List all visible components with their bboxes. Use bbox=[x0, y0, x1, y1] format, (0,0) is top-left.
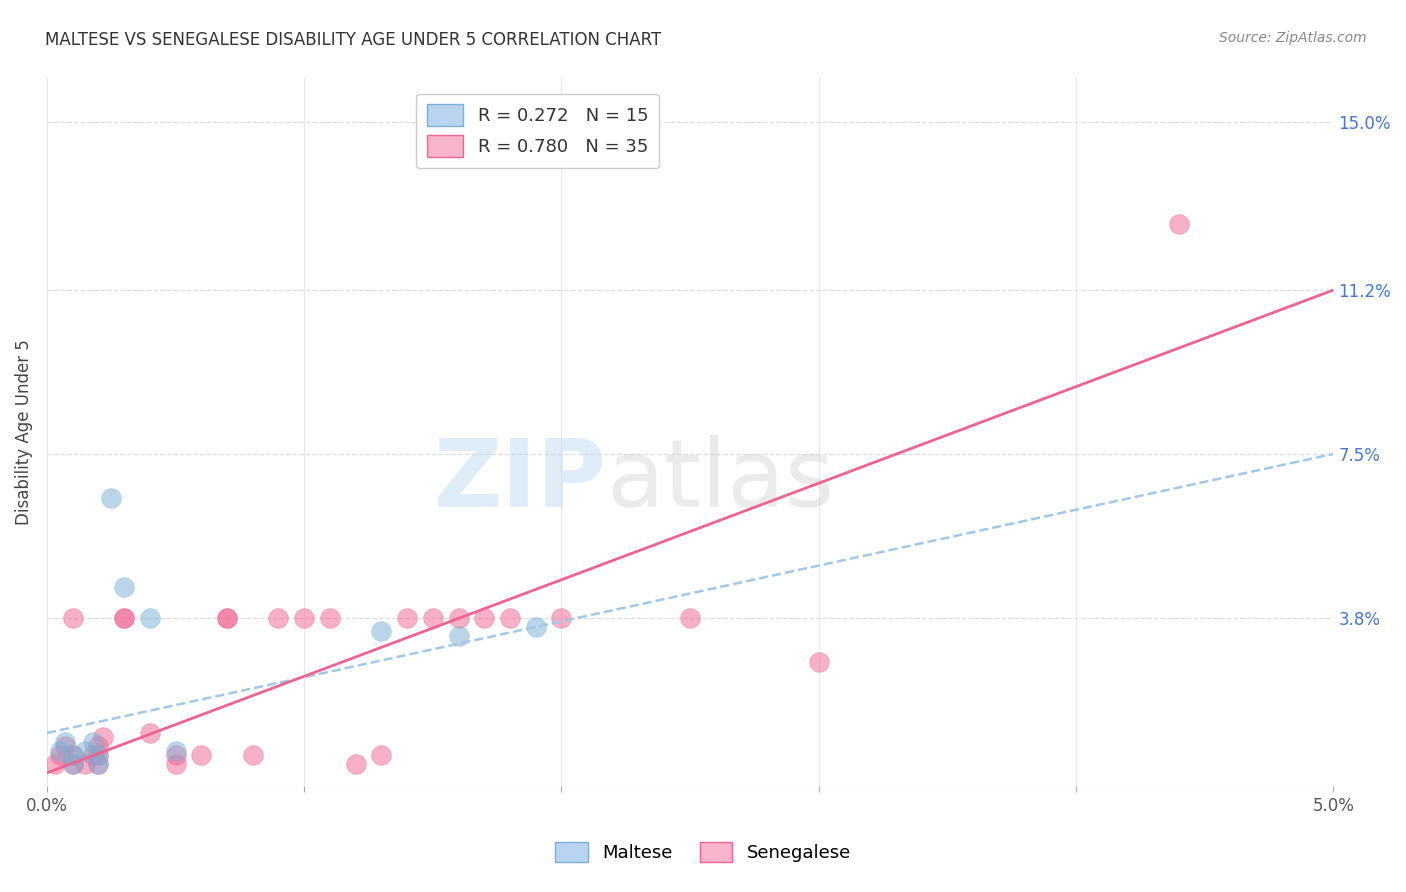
Point bbox=[447, 611, 470, 625]
Point bbox=[112, 611, 135, 625]
Point bbox=[292, 611, 315, 625]
Legend: Maltese, Senegalese: Maltese, Senegalese bbox=[548, 834, 858, 870]
Point bbox=[48, 748, 70, 763]
Point bbox=[165, 756, 187, 771]
Point bbox=[679, 611, 702, 625]
Text: ZIP: ZIP bbox=[433, 435, 606, 527]
Point bbox=[215, 611, 238, 625]
Point bbox=[139, 726, 162, 740]
Point bbox=[472, 611, 495, 625]
Point bbox=[267, 611, 290, 625]
Point bbox=[75, 756, 97, 771]
Point bbox=[215, 611, 238, 625]
Point bbox=[112, 611, 135, 625]
Text: MALTESE VS SENEGALESE DISABILITY AGE UNDER 5 CORRELATION CHART: MALTESE VS SENEGALESE DISABILITY AGE UND… bbox=[45, 31, 661, 49]
Point bbox=[370, 748, 392, 763]
Point bbox=[396, 611, 419, 625]
Point bbox=[319, 611, 342, 625]
Point bbox=[550, 611, 572, 625]
Point bbox=[242, 748, 264, 763]
Point bbox=[165, 748, 187, 763]
Point bbox=[422, 611, 444, 625]
Text: atlas: atlas bbox=[606, 435, 835, 527]
Point bbox=[87, 748, 110, 763]
Point bbox=[87, 756, 110, 771]
Point bbox=[524, 620, 547, 634]
Point bbox=[344, 756, 367, 771]
Point bbox=[44, 756, 66, 771]
Point bbox=[100, 491, 122, 506]
Point bbox=[62, 756, 84, 771]
Point bbox=[807, 655, 830, 669]
Point bbox=[53, 739, 76, 754]
Point bbox=[82, 748, 104, 763]
Point bbox=[499, 611, 522, 625]
Point bbox=[87, 756, 110, 771]
Point bbox=[75, 744, 97, 758]
Text: Source: ZipAtlas.com: Source: ZipAtlas.com bbox=[1219, 31, 1367, 45]
Point bbox=[87, 739, 110, 754]
Point bbox=[62, 756, 84, 771]
Point bbox=[53, 735, 76, 749]
Point bbox=[82, 735, 104, 749]
Point bbox=[62, 748, 84, 763]
Point bbox=[62, 611, 84, 625]
Point bbox=[62, 748, 84, 763]
Point bbox=[1168, 217, 1191, 231]
Legend: R = 0.272   N = 15, R = 0.780   N = 35: R = 0.272 N = 15, R = 0.780 N = 35 bbox=[416, 94, 659, 169]
Point bbox=[447, 628, 470, 642]
Point bbox=[190, 748, 212, 763]
Point bbox=[48, 744, 70, 758]
Point bbox=[139, 611, 162, 625]
Point bbox=[112, 580, 135, 594]
Point bbox=[165, 744, 187, 758]
Point bbox=[93, 731, 115, 745]
Point bbox=[87, 748, 110, 763]
Point bbox=[370, 624, 392, 639]
Y-axis label: Disability Age Under 5: Disability Age Under 5 bbox=[15, 339, 32, 524]
